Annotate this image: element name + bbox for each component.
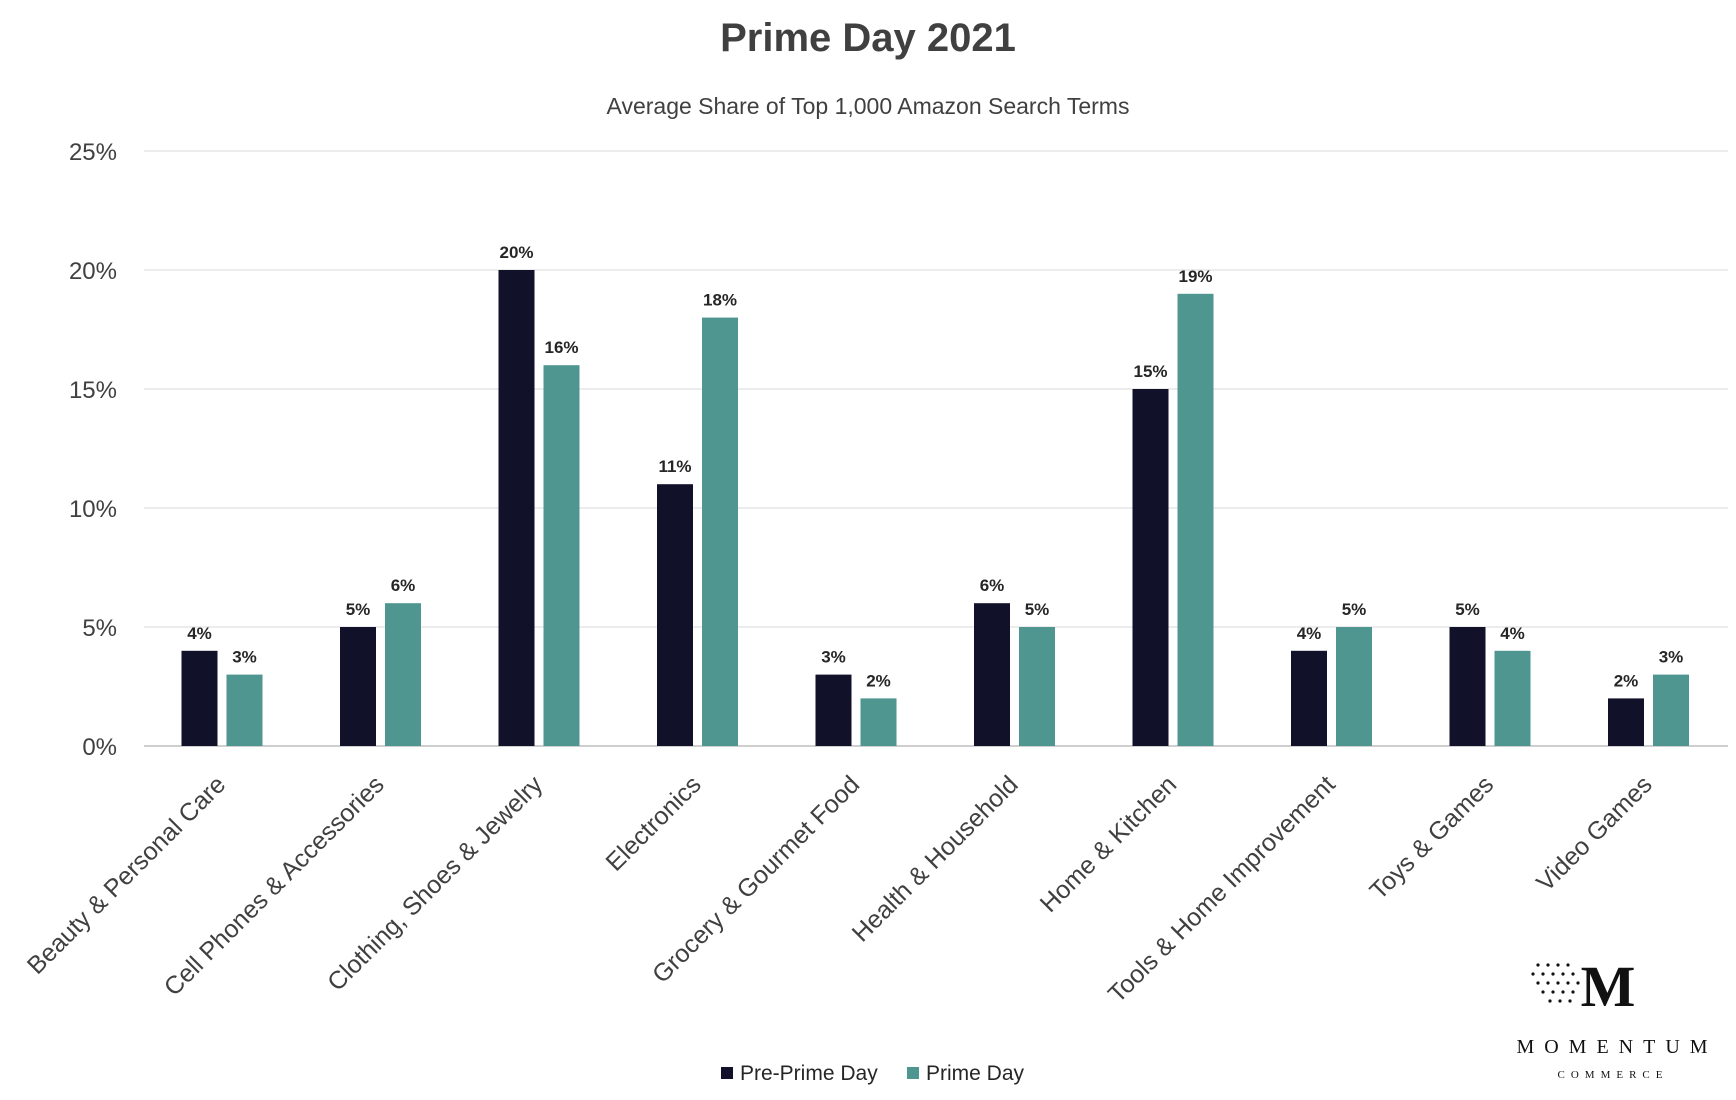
bar-pre-prime-day-beauty-personal-care [181, 650, 218, 746]
y-axis: 0% 5% 10% 15% 20% 25% [69, 139, 117, 761]
chart-subtitle: Average Share of Top 1,000 Amazon Search… [607, 93, 1130, 119]
bar-prime-day-beauty-personal-care [226, 674, 263, 746]
legend-swatch-prime-day [907, 1067, 919, 1079]
data-label: 5% [1025, 600, 1050, 619]
legend-label-pre-prime-day: Pre-Prime Day [740, 1062, 878, 1085]
data-label: 4% [1500, 624, 1525, 643]
data-label: 5% [346, 600, 371, 619]
data-label: 2% [866, 671, 891, 690]
data-label: 3% [1659, 648, 1684, 667]
y-tick-label: 25% [69, 139, 117, 166]
chart-title: Prime Day 2021 [720, 16, 1016, 60]
y-tick-label: 15% [69, 377, 117, 404]
data-label: 11% [658, 457, 691, 476]
logo-letter: M [1581, 954, 1636, 1019]
bar-prime-day-grocery-gourmet-food [860, 698, 897, 746]
legend-swatch-pre-prime-day [721, 1067, 733, 1079]
bar-pre-prime-day-video-games [1608, 698, 1644, 746]
data-label: 4% [187, 624, 212, 643]
bar-pre-prime-day-cell-phones-accessories [340, 627, 376, 746]
y-tick-label: 0% [82, 734, 117, 761]
data-label: 20% [499, 243, 533, 262]
legend-label-prime-day: Prime Day [926, 1062, 1025, 1085]
momentum-commerce-logo: M MOMENTUM COMMERCE [1516, 954, 1717, 1081]
data-labels: 4% 5% 20% 11% 3% 6% 15% 4% 5% 2% 3% 6% 16% 18% 2% 5% 19%… [187, 243, 1683, 690]
bar-pre-prime-day-grocery-gourmet-food [815, 674, 852, 746]
data-label: 19% [1178, 267, 1212, 286]
x-tick-label: Electronics [600, 770, 706, 876]
data-label: 5% [1455, 600, 1480, 619]
y-tick-label: 20% [69, 258, 117, 285]
logo-speed-lines-icon [1531, 963, 1580, 1003]
data-label: 15% [1133, 362, 1167, 381]
data-label: 16% [544, 338, 578, 357]
bar-prime-day-health-household [1019, 627, 1055, 746]
data-label: 2% [1614, 671, 1639, 690]
gridlines [144, 150, 1728, 747]
x-tick-label: Video Games [1531, 770, 1658, 897]
y-tick-label: 10% [69, 496, 117, 523]
bar-pre-prime-day-clothing-shoes-jewelry [498, 270, 535, 746]
legend: Pre-Prime Day Prime Day [721, 1062, 1025, 1085]
bar-prime-day-video-games [1653, 674, 1689, 746]
logo-name: MOMENTUM [1516, 1036, 1717, 1058]
bar-prime-day-electronics [702, 317, 738, 746]
data-label: 5% [1342, 600, 1367, 619]
bars [181, 270, 1689, 746]
data-label: 3% [232, 648, 257, 667]
bar-pre-prime-day-electronics [657, 484, 693, 746]
bar-pre-prime-day-home-kitchen [1132, 389, 1169, 746]
bar-prime-day-clothing-shoes-jewelry [543, 365, 580, 746]
bar-pre-prime-day-toys-games [1449, 627, 1486, 746]
x-tick-label: Toys & Games [1364, 770, 1499, 905]
data-label: 6% [391, 576, 416, 595]
data-label: 6% [980, 576, 1005, 595]
bar-pre-prime-day-health-household [974, 603, 1010, 746]
bar-pre-prime-day-tools-home-improvement [1291, 650, 1327, 746]
data-label: 3% [821, 648, 846, 667]
bar-prime-day-tools-home-improvement [1336, 627, 1372, 746]
bar-prime-day-toys-games [1494, 650, 1531, 746]
data-label: 18% [703, 291, 737, 310]
bar-prime-day-cell-phones-accessories [385, 603, 421, 746]
logo-tagline: COMMERCE [1558, 1069, 1669, 1081]
x-tick-label: Health & Household [847, 770, 1024, 947]
y-tick-label: 5% [82, 615, 117, 642]
bar-prime-day-home-kitchen [1177, 293, 1214, 746]
x-tick-label: Home & Kitchen [1035, 770, 1183, 918]
data-label: 4% [1297, 624, 1322, 643]
